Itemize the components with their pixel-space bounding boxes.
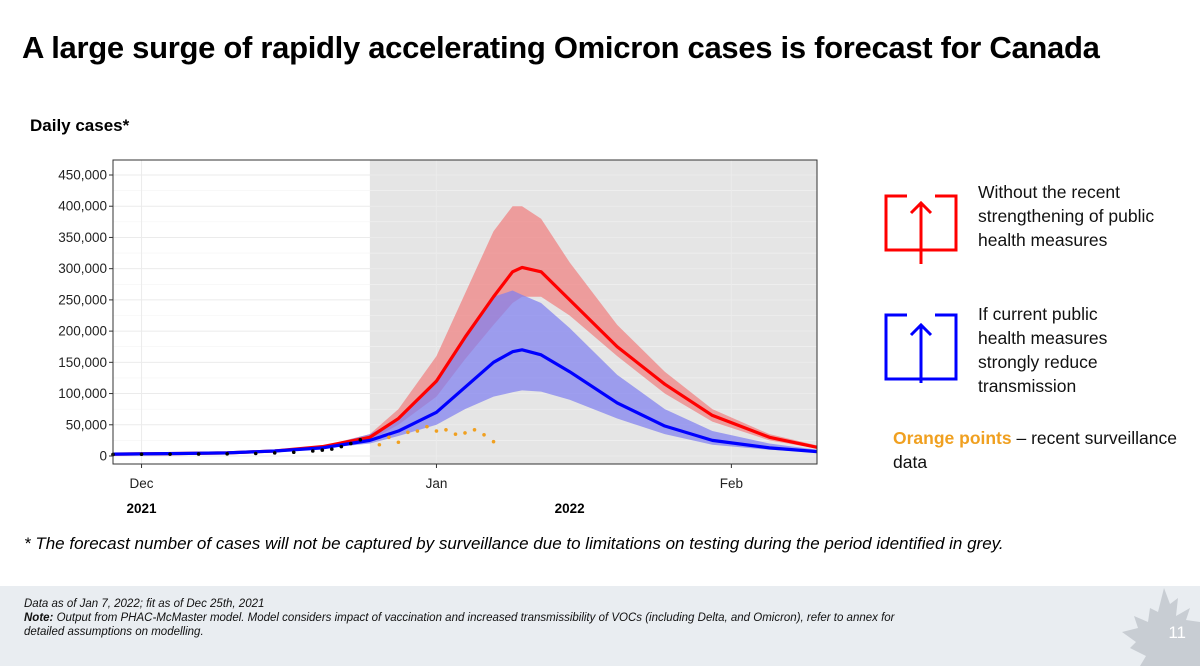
surveillance-point	[415, 429, 420, 433]
observed-point	[139, 452, 144, 457]
observed-point	[196, 452, 201, 456]
plot-frame	[112, 159, 818, 465]
red-confidence-band	[113, 206, 817, 455]
x-tick-label: Jan	[426, 476, 448, 491]
y-tick-label: 0	[99, 449, 107, 464]
surveillance-point	[482, 432, 486, 437]
surveillance-point	[463, 431, 467, 435]
cases-chart: 450,000 400,000 350,000 300,000 250,000 200,0…	[58, 159, 818, 516]
observed-point	[168, 452, 172, 456]
forecast-footnote: * The forecast number of cases will not …	[24, 534, 1004, 553]
observed-point	[253, 451, 258, 456]
surveillance-point	[387, 435, 391, 440]
footer-note: Note: Output from PHAC-McMaster model. M…	[24, 611, 895, 625]
legend-orange-note: Orange points – recent surveillance data	[893, 426, 1200, 474]
y-tick-label: 150,000	[58, 355, 107, 370]
observed-point	[310, 449, 315, 453]
observed-point	[320, 448, 325, 452]
footer-note-text: Output from PHAC-McMaster model. Model c…	[53, 612, 895, 624]
observed-point	[339, 444, 344, 449]
surveillance-point	[396, 440, 401, 445]
x-tick-label: Feb	[720, 476, 743, 491]
y-tick-label: 400,000	[58, 199, 107, 214]
footer-bar	[0, 586, 1200, 666]
observed-point	[330, 447, 334, 451]
surveillance-point	[453, 432, 458, 436]
footer-data-date: Data as of Jan 7, 2022; fit as of Dec 25…	[24, 598, 265, 610]
year-label: 2022	[555, 501, 585, 516]
footer-note-label: Note:	[24, 612, 54, 624]
legend-orange-rest: – recent surveillance data	[893, 428, 1177, 472]
y-tick-label: 250,000	[58, 292, 107, 307]
blue-arrow-icon	[884, 313, 958, 383]
legend-red-text: Without the recent strengthening of publ…	[978, 182, 1155, 250]
surveillance-point	[472, 427, 477, 432]
y-tick-label: 450,000	[58, 168, 107, 183]
x-tick-label: Dec	[130, 476, 154, 491]
surveillance-point	[444, 427, 448, 432]
observed-point	[225, 452, 229, 456]
page-title: A large surge of rapidly accelerating Om…	[22, 30, 1100, 65]
observed-point	[291, 450, 296, 455]
surveillance-point	[377, 442, 382, 447]
footer-note-continued: detailed assumptions on modelling.	[24, 626, 204, 638]
legend-blue-text: If current public health measures strong…	[978, 304, 1108, 396]
y-tick-label: 300,000	[58, 261, 107, 276]
observed-point	[349, 441, 353, 446]
surveillance-point	[434, 429, 439, 433]
y-tick-label: 100,000	[58, 386, 107, 401]
blue-forecast-line	[112, 348, 818, 456]
y-axis-label: Daily cases*	[30, 116, 130, 135]
legend-orange-label: Orange points	[893, 428, 1012, 448]
page-number: 11	[1168, 623, 1186, 642]
y-tick-label: 50,000	[66, 417, 107, 432]
surveillance-point	[406, 430, 410, 435]
observed-point	[358, 437, 363, 442]
year-label: 2021	[127, 501, 158, 516]
y-tick-label: 200,000	[58, 324, 107, 339]
observed-point	[272, 451, 277, 455]
surveillance-point	[425, 424, 429, 429]
maple-leaf-icon	[1122, 588, 1200, 666]
red-arrow-icon	[884, 194, 958, 264]
surveillance-point	[491, 439, 496, 444]
y-tick-label: 350,000	[58, 230, 107, 245]
